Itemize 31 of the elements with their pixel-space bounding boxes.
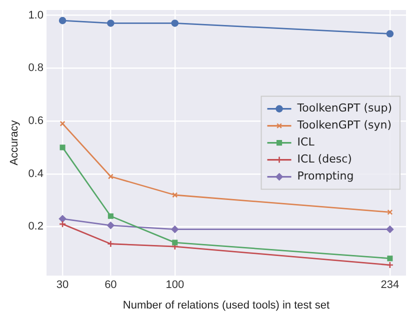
point xyxy=(172,192,178,198)
x-axis-title: Number of relations (used tools) in test set xyxy=(122,299,330,312)
x-tick-label: 30 xyxy=(56,279,69,292)
point xyxy=(60,144,66,150)
y-tick-label: 1.0 xyxy=(28,9,44,22)
point xyxy=(171,20,179,27)
point xyxy=(107,240,114,248)
legend-label: Prompting xyxy=(297,170,354,183)
point xyxy=(107,222,114,230)
y-tick-label: 0.6 xyxy=(28,115,44,128)
legend-label: ToolkenGPT (syn) xyxy=(296,118,392,132)
point xyxy=(58,16,66,24)
x-tick-label: 60 xyxy=(104,279,117,292)
point xyxy=(386,226,394,233)
point xyxy=(108,174,114,180)
y-tick-label: 0.8 xyxy=(28,62,44,74)
point xyxy=(386,30,394,38)
legend-label: ICL xyxy=(297,136,316,149)
y-axis-title: Accuracy xyxy=(8,120,21,166)
point xyxy=(171,226,179,233)
legend-label: ToolkenGPT (sup) xyxy=(296,102,392,115)
point xyxy=(107,20,114,27)
y-tick-label: 0.4 xyxy=(28,168,44,180)
point xyxy=(387,256,393,262)
legend-label: ICL (desc) xyxy=(297,152,352,166)
y-tick-label: 0.2 xyxy=(28,220,44,233)
x-tick-label: 100 xyxy=(166,279,184,292)
point xyxy=(58,215,66,222)
point xyxy=(108,213,114,219)
x-tick-label: 234 xyxy=(380,279,400,292)
point xyxy=(172,240,178,246)
